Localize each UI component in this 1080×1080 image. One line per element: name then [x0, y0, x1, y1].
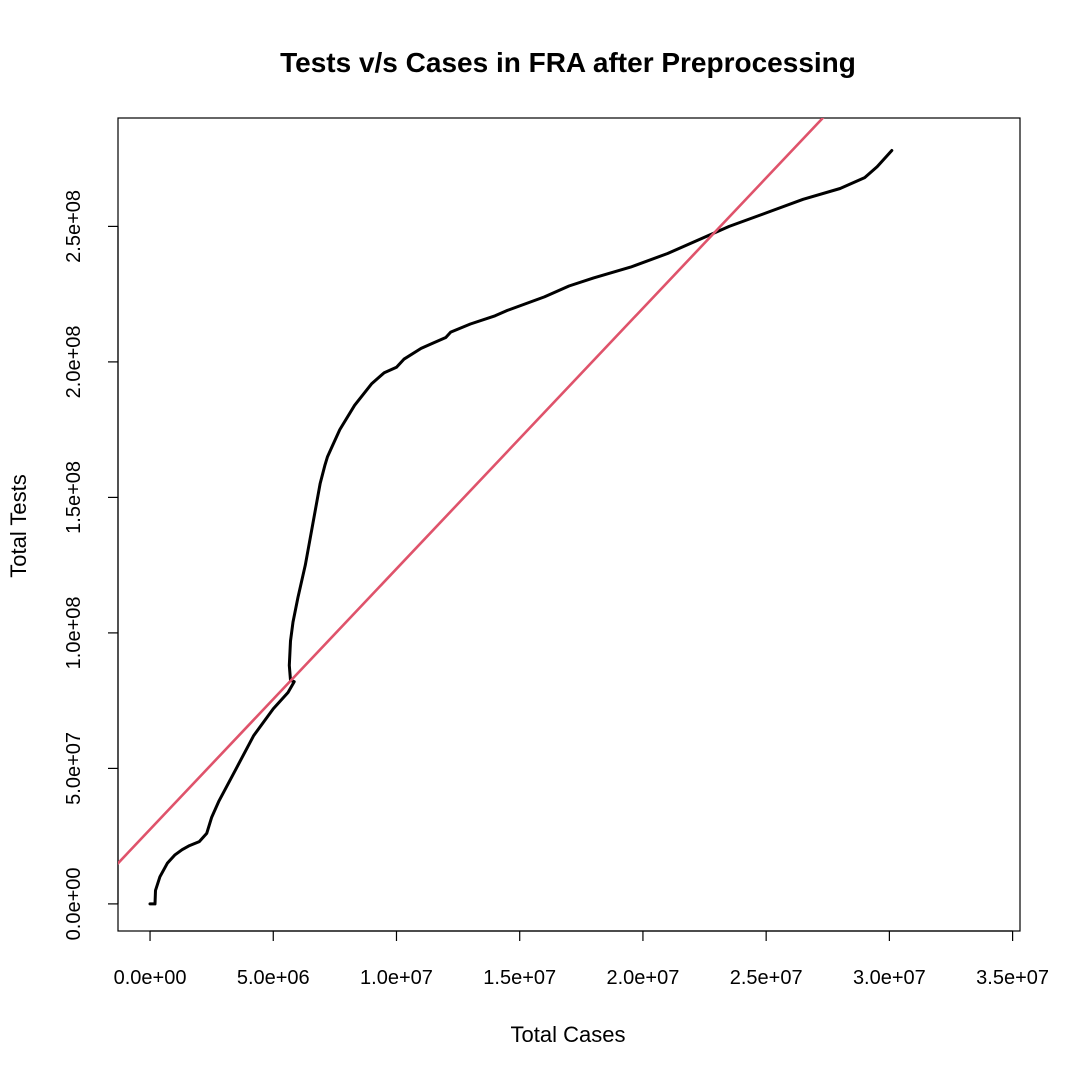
chart-title: Tests v/s Cases in FRA after Preprocessi…: [280, 47, 856, 78]
x-axis-label: Total Cases: [511, 1022, 626, 1047]
x-tick-label: 0.0e+00: [114, 967, 187, 989]
x-tick-label: 3.0e+07: [853, 967, 926, 989]
y-tick-label: 2.0e+08: [63, 325, 85, 398]
y-tick-label: 1.5e+08: [63, 461, 85, 534]
y-tick-label: 1.0e+08: [63, 596, 85, 669]
series-line-tests-vs-cases: [150, 151, 892, 904]
x-tick-label: 2.0e+07: [607, 967, 680, 989]
plot-frame: [118, 118, 1020, 931]
y-axis-label: Total Tests: [6, 474, 31, 578]
x-tick-label: 3.5e+07: [976, 967, 1049, 989]
x-tick-label: 1.5e+07: [483, 967, 556, 989]
x-axis: 0.0e+00 5.0e+06 1.0e+07 1.5e+07 2.0e+07 2.5e+…: [114, 931, 1049, 989]
x-tick-label: 1.0e+07: [360, 967, 433, 989]
y-tick-label: 2.5e+08: [63, 190, 85, 263]
x-tick-label: 2.5e+07: [730, 967, 803, 989]
series-line-linear-fit: [118, 118, 823, 863]
x-tick-label: 5.0e+06: [237, 967, 310, 989]
y-axis: 0.0e+00 5.0e+07 1.0e+08 1.5e+08 2.0e+08 2.5e+…: [63, 190, 118, 940]
y-tick-label: 0.0e+00: [63, 867, 85, 940]
series-layer: [118, 118, 892, 904]
y-tick-label: 5.0e+07: [63, 732, 85, 805]
